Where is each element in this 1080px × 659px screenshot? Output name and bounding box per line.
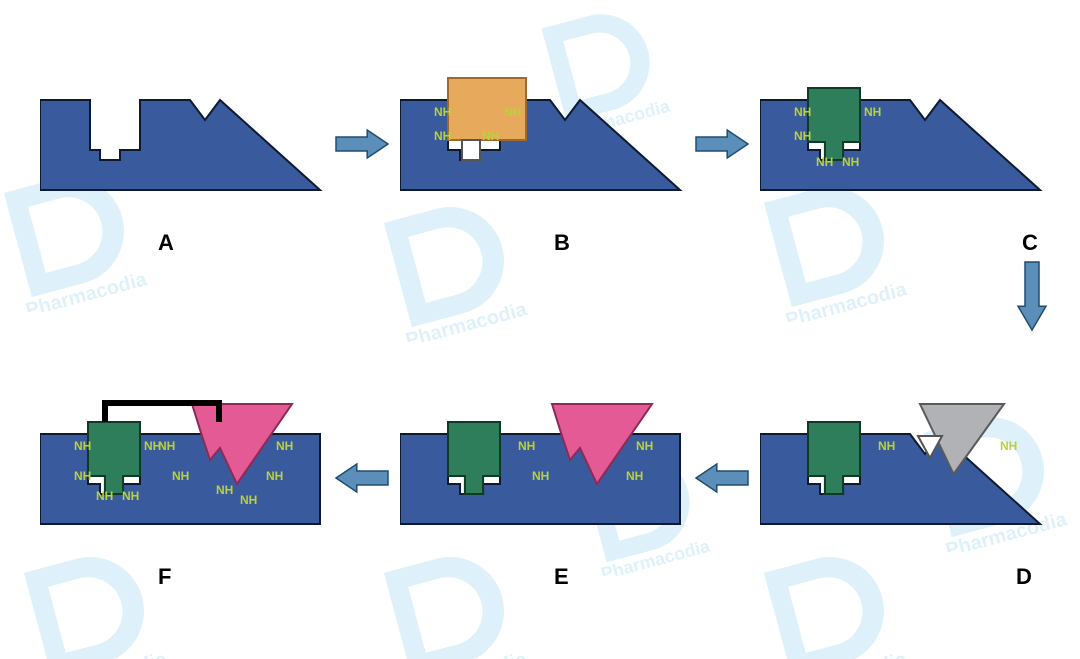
svg-text:Pharmacodia: Pharmacodia [783, 648, 910, 659]
svg-text:NH: NH [434, 105, 451, 119]
svg-text:NH: NH [626, 469, 643, 483]
svg-text:Pharmacodia: Pharmacodia [783, 278, 910, 322]
panel-D: NH NH [760, 394, 1050, 539]
svg-text:NH: NH [240, 493, 257, 507]
svg-text:NH: NH [74, 469, 91, 483]
svg-text:NH: NH [518, 439, 535, 453]
svg-text:NH: NH [172, 469, 189, 483]
label-B: B [554, 230, 570, 256]
svg-text:NH: NH [434, 129, 451, 143]
svg-text:NH: NH [96, 489, 113, 503]
svg-text:Pharmacodia: Pharmacodia [43, 648, 170, 659]
panel-A [40, 60, 330, 205]
arrow-A_to_B [326, 120, 398, 173]
svg-text:NH: NH [794, 105, 811, 119]
svg-text:Pharmacodia: Pharmacodia [403, 648, 530, 659]
svg-text:NH: NH [74, 439, 91, 453]
svg-text:Pharmacodia: Pharmacodia [599, 535, 713, 575]
svg-text:Pharmacodia: Pharmacodia [403, 298, 530, 342]
arrow-D_to_E [686, 454, 758, 507]
svg-text:NH: NH [816, 155, 833, 169]
svg-text:NH: NH [636, 439, 653, 453]
watermark: Pharmacodia [360, 530, 540, 659]
arrow-C_to_D [1008, 252, 1056, 345]
arrow-E_to_F [326, 454, 398, 507]
svg-text:NH: NH [266, 469, 283, 483]
label-A: A [158, 230, 174, 256]
panel-F: NHNHNHNHNHNHNHNHNHNHNH [40, 394, 330, 539]
svg-text:NH: NH [794, 129, 811, 143]
arrow-B_to_C [686, 120, 758, 173]
label-D: D [1016, 564, 1032, 590]
svg-text:NH: NH [158, 439, 175, 453]
panel-C: NH NH NH NH NH [760, 60, 1050, 205]
svg-text:NH: NH [216, 483, 233, 497]
label-F: F [158, 564, 171, 590]
panel-E: NH NH NH NH [400, 394, 690, 539]
svg-text:NH: NH [276, 439, 293, 453]
svg-text:NH: NH [482, 129, 499, 143]
svg-text:NH: NH [504, 105, 521, 119]
svg-text:NH: NH [842, 155, 859, 169]
svg-text:NH: NH [1000, 439, 1017, 453]
watermark: Pharmacodia [740, 530, 920, 659]
svg-text:NH: NH [864, 105, 881, 119]
svg-text:NH: NH [878, 439, 895, 453]
svg-text:NH: NH [532, 469, 549, 483]
label-E: E [554, 564, 569, 590]
panel-B: NH NH NH NH [400, 60, 690, 205]
svg-text:NH: NH [122, 489, 139, 503]
label-C: C [1022, 230, 1038, 256]
watermark: Pharmacodia [0, 530, 180, 659]
svg-text:Pharmacodia: Pharmacodia [23, 268, 150, 312]
